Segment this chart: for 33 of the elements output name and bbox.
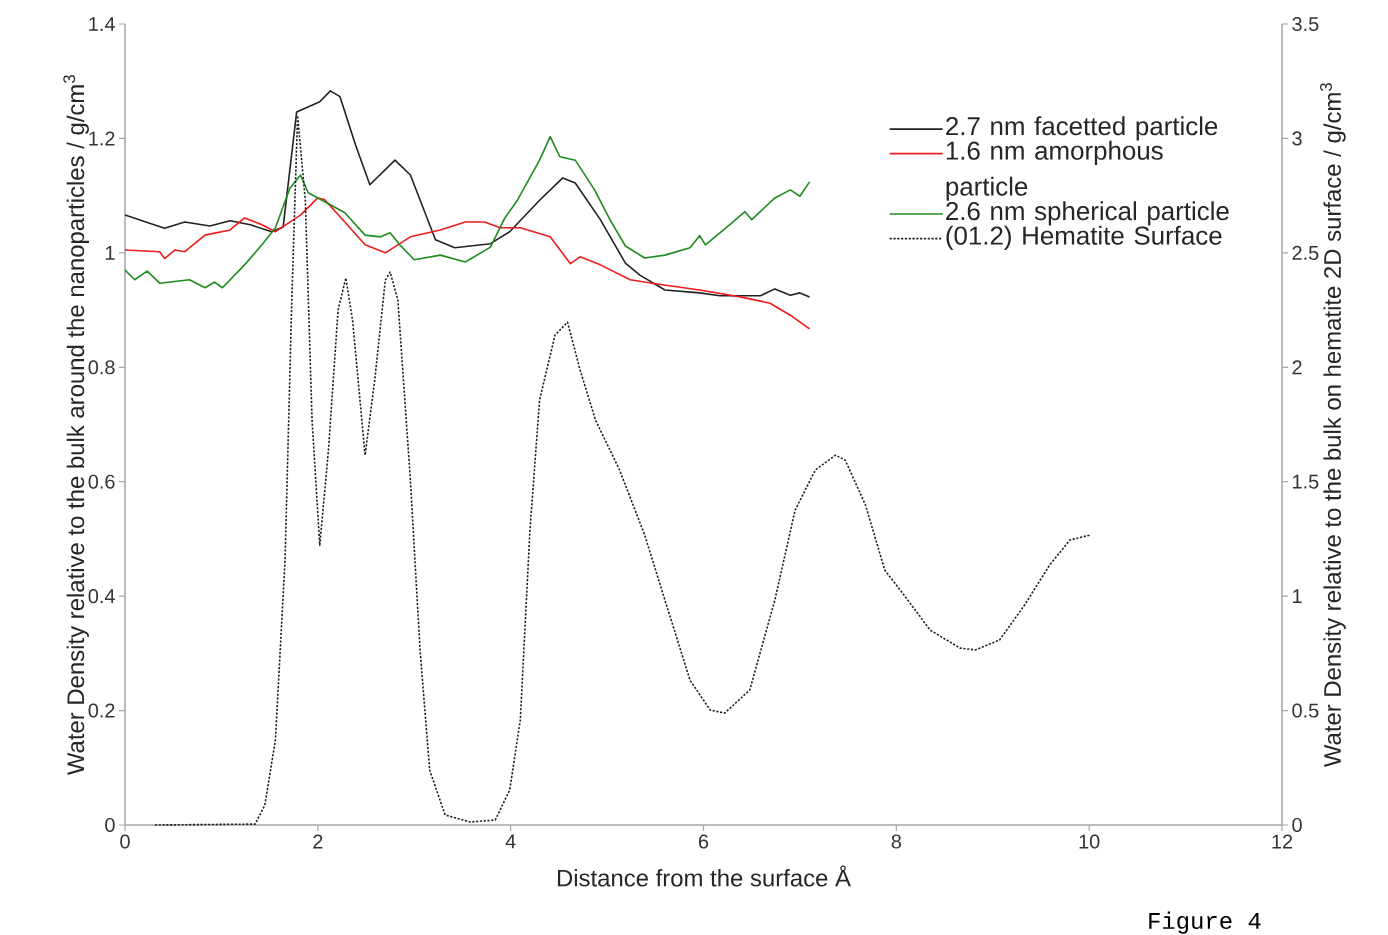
legend-label: 1.6 nm amorphous particle [946,140,1163,201]
y2-tick-label: 2 [1292,360,1302,375]
y-tick-label: 1.4 [89,17,115,31]
y-tick-label: 0.6 [88,474,115,489]
x-tick-label: 6 [698,834,709,849]
y2-axis-title: Water Density relative to the bulk on hematite 2D surface / g/cm$^{3}$ [1320,83,1346,768]
y2-tick-label: 3 [1292,131,1302,146]
x-tick-label: 12 [1272,834,1293,849]
y-tick-label: 0 [105,817,115,833]
y2-tick-label: 0 [1292,817,1302,833]
x-tick-label: 8 [891,834,902,849]
y2-tick-label: 1 [1293,589,1302,603]
y-tick-label: 1 [105,246,115,260]
x-tick-label: 10 [1079,834,1100,849]
line-series [124,197,811,330]
y-tick-label: 0.4 [88,589,115,604]
line-series [124,135,811,289]
x-tick-label: 0 [120,834,130,849]
y2-tick-label: 2.5 [1292,245,1319,260]
legend-label: 2.7 nm facetted particle [946,116,1218,141]
legend-label: 2.6 nm spherical particle [946,201,1229,226]
caption: Figure 4 [1149,911,1261,934]
y-tick-label: 1.2 [89,131,115,146]
y-tick-label: 0.2 [88,703,115,718]
y2-tick-label: 3.5 [1292,16,1319,32]
x-tick-label: 2 [313,834,323,849]
y2-tick-label: 0.5 [1292,703,1319,718]
y2-tick-label: 1.5 [1293,474,1319,489]
x-axis-title: Distance from the surface Å [557,865,851,887]
y-axis-title: Water Density relative to the bulk around the nanoparticles / g/cm$^{3}$ [63,75,89,776]
legend-label: (01.2) Hematite Surface [946,225,1222,250]
x-tick-label: 4 [505,834,516,849]
y-tick-label: 0.8 [88,360,115,375]
